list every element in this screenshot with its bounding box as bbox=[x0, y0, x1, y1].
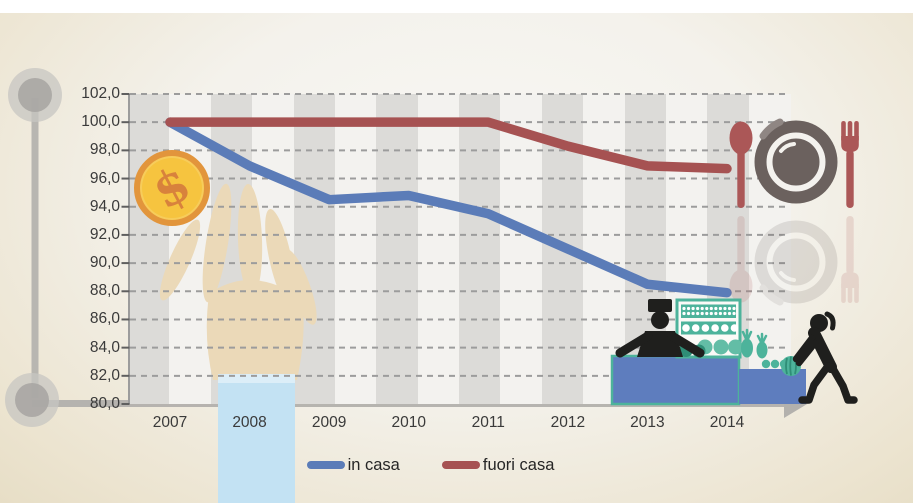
x-axis-year-label: 2010 bbox=[391, 414, 426, 431]
plot-stripe bbox=[665, 94, 708, 404]
x-axis-year-label: 2008 bbox=[232, 414, 267, 431]
plot-stripe bbox=[252, 94, 294, 404]
slider-handle-bottom-icon bbox=[5, 373, 59, 427]
plot-stripe bbox=[334, 94, 377, 404]
y-axis-tick-label: 88,0 bbox=[89, 282, 120, 300]
x-axis-year-label: 2012 bbox=[550, 414, 586, 431]
chart-legend: in casa fuori casa bbox=[0, 450, 887, 480]
legend-swatch-in-casa bbox=[306, 461, 345, 469]
legend-item-in-casa: in casa bbox=[306, 455, 400, 475]
y-axis-tick-label: 80,0 bbox=[89, 395, 120, 412]
top-white-strip bbox=[0, 0, 913, 13]
x-axis-year-label: 2009 bbox=[311, 414, 347, 431]
x-axis-year-label: 2014 bbox=[709, 414, 745, 431]
plot-stripe bbox=[748, 94, 791, 404]
plot-stripe bbox=[293, 94, 336, 404]
plot-stripe bbox=[624, 94, 667, 404]
customer-person bbox=[792, 311, 858, 404]
plot-area-stripes bbox=[128, 94, 791, 404]
x-axis-year-label: 2013 bbox=[630, 414, 665, 431]
y-axis-tick-label: 84,0 bbox=[89, 338, 120, 356]
legend-item-fuori-casa: fuori casa bbox=[441, 455, 555, 475]
plot-stripe bbox=[541, 94, 584, 404]
plot-stripe bbox=[583, 94, 625, 404]
plot-stripe bbox=[169, 94, 212, 404]
plot-stripe bbox=[210, 94, 253, 404]
dollar-coin-icon: $ bbox=[134, 150, 210, 226]
x-axis-year-label: 2011 bbox=[471, 414, 505, 431]
y-axis-tick-label: 102,0 bbox=[81, 85, 120, 102]
y-axis-tick-label: 94,0 bbox=[89, 197, 120, 215]
legend-swatch-fuori-casa bbox=[441, 461, 480, 469]
y-axis-tick-label: 90,0 bbox=[89, 254, 120, 272]
plot-stripe bbox=[417, 94, 460, 404]
plot-stripe bbox=[500, 94, 543, 404]
plot-stripe bbox=[459, 94, 501, 404]
y-axis-tick-label: 96,0 bbox=[89, 169, 120, 187]
y-axis-tick-label: 86,0 bbox=[89, 310, 120, 328]
legend-label-fuori-casa: fuori casa bbox=[482, 455, 555, 474]
y-axis-tick-label: 98,0 bbox=[89, 141, 120, 159]
plot-stripe bbox=[376, 94, 419, 404]
legend-label-in-casa: in casa bbox=[347, 455, 400, 474]
y-axis-tick-label: 92,0 bbox=[89, 225, 120, 243]
plot-stripe bbox=[707, 94, 750, 404]
y-axis-tick-label: 82,0 bbox=[89, 366, 120, 384]
x-axis-year-label: 2007 bbox=[152, 414, 188, 431]
fork-icon bbox=[841, 121, 859, 208]
dollar-symbol: $ bbox=[144, 155, 200, 221]
plot-stripe bbox=[128, 94, 170, 404]
y-axis-tick-label: 100,0 bbox=[81, 113, 120, 131]
slider-handle-top-icon bbox=[8, 68, 62, 122]
